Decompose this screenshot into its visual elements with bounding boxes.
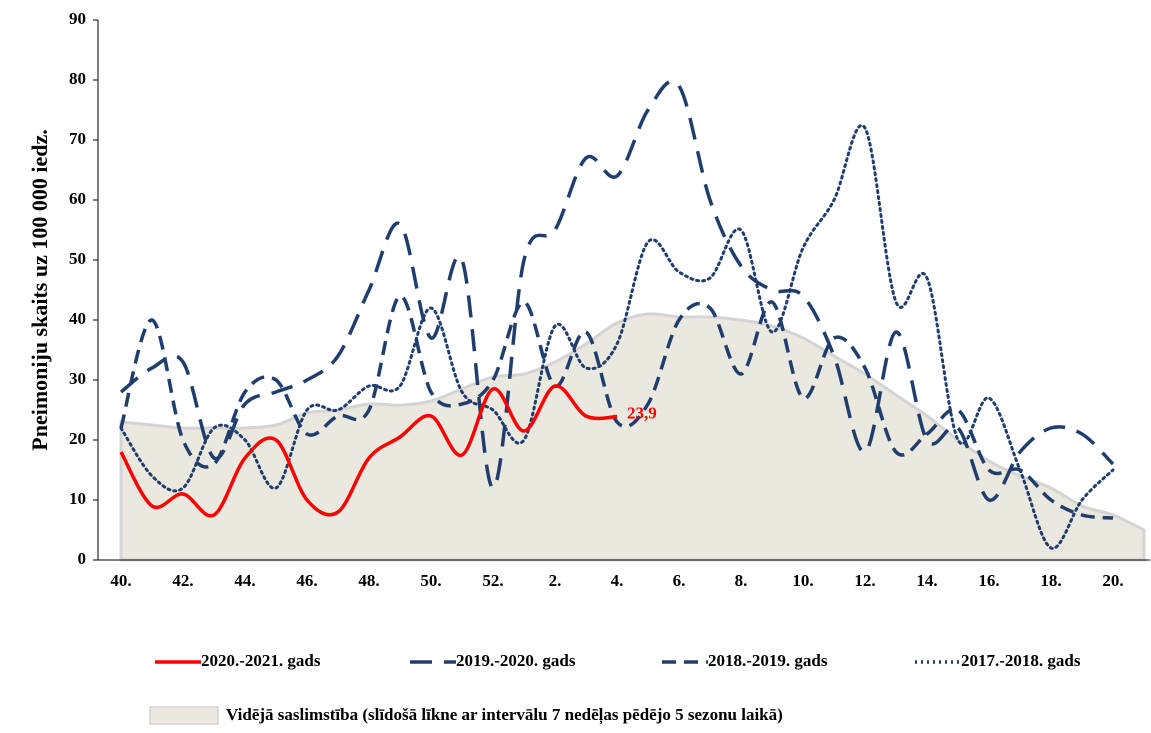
x-tick-label: 12. [854,571,875,590]
series-line [119,384,618,518]
x-tick-label: 6. [673,571,686,590]
y-tick-label: 50 [69,249,86,268]
series-line [119,79,1115,502]
y-tick-label: 80 [69,69,86,88]
legend-label: 2019.-2020. gads [456,651,576,670]
series-line [119,123,1115,550]
legend-label: 2017.-2018. gads [961,651,1081,670]
series-line [119,294,1114,520]
x-tick-label: 8. [735,571,748,590]
x-tick-label: 2. [549,571,562,590]
y-tick-label: 10 [69,489,86,508]
y-tick-label: 30 [69,369,86,388]
y-tick-label: 60 [69,189,86,208]
x-tick-label: 20. [1102,571,1123,590]
average-area [119,312,1146,562]
x-tick-label: 52. [482,571,503,590]
legend-label: 2020.-2021. gads [201,651,321,670]
x-tick-label: 46. [296,571,317,590]
legend-label: Vidējā saslimstība (slīdošā līkne ar int… [226,705,783,725]
x-tick-label: 18. [1040,571,1061,590]
y-tick-label: 40 [69,309,86,328]
y-tick-label: 20 [69,429,86,448]
x-tick-label: 48. [358,571,379,590]
x-tick-label: 40. [110,571,131,590]
y-tick-label: 90 [69,9,86,28]
x-tick-label: 50. [420,571,441,590]
legend-label: 2018.-2019. gads [708,651,828,670]
x-tick-label: 14. [916,571,937,590]
x-tick-label: 10. [792,571,813,590]
x-tick-label: 44. [234,571,255,590]
y-tick-label: 70 [69,129,86,148]
x-tick-label: 16. [978,571,999,590]
x-tick-label: 42. [172,571,193,590]
x-tick-label: 4. [611,571,624,590]
legend-swatch [149,706,219,725]
y-tick-label: 0 [78,549,87,568]
y-axis-label: Pneimoniju skaits uz 100 000 iedz. [27,129,52,450]
data-label: 23,9 [627,404,657,423]
